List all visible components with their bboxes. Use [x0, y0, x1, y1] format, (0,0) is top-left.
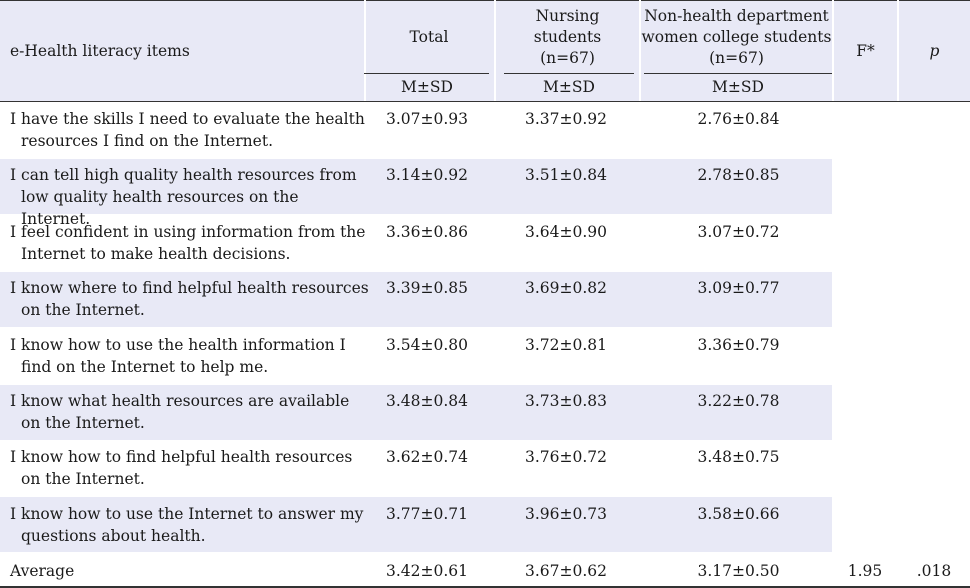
- column-separator: [364, 0, 366, 101]
- header-nursing-line: Nursing: [535, 7, 600, 25]
- column-separator: [494, 0, 496, 101]
- total-value: 3.54±0.80: [385, 336, 468, 354]
- header-background: [0, 0, 970, 101]
- total-value: 3.07±0.93: [385, 110, 468, 128]
- non-health-value: 3.58±0.66: [697, 505, 780, 523]
- header-nursing-line: students: [533, 28, 602, 46]
- subheader-msd-total: M±SD: [401, 78, 453, 96]
- total-value: 3.39±0.85: [385, 279, 468, 297]
- top-rule: [0, 0, 970, 1]
- total-value: 3.62±0.74: [385, 448, 468, 466]
- subheader-rule: [644, 73, 832, 74]
- header-non-health-line: women college students: [641, 28, 832, 46]
- table-row: I know how to use the Internet to answer…: [0, 497, 832, 552]
- item-text: I have the skills I need to evaluate the…: [10, 110, 365, 150]
- header-non-health: Non-health department women college stud…: [641, 6, 832, 69]
- total-value: 3.14±0.92: [385, 166, 468, 184]
- total-value: 3.77±0.71: [385, 505, 468, 523]
- header-non-health-line: Non-health department: [644, 7, 829, 25]
- average-total: 3.42±0.61: [385, 562, 468, 580]
- item-text: I know where to find helpful health reso…: [10, 279, 369, 319]
- item-text: I feel confident in using information fr…: [10, 223, 366, 263]
- subheader-rule: [364, 73, 489, 74]
- header-items: e-Health literacy items: [10, 42, 190, 60]
- header-nursing: Nursing students (n=67): [496, 6, 639, 69]
- header-total: Total: [409, 28, 449, 46]
- average-p: .018: [916, 562, 952, 580]
- nursing-value: 3.96±0.73: [524, 505, 607, 523]
- nursing-value: 3.72±0.81: [524, 336, 607, 354]
- table-row: I can tell high quality health resources…: [0, 159, 832, 228]
- column-separator: [639, 0, 641, 101]
- non-health-value: 3.48±0.75: [697, 448, 780, 466]
- subheader-msd-non-health: M±SD: [712, 78, 764, 96]
- average-label: Average: [10, 562, 75, 580]
- non-health-value: 3.22±0.78: [697, 392, 780, 410]
- total-value: 3.36±0.86: [385, 223, 468, 241]
- nursing-value: 3.51±0.84: [524, 166, 607, 184]
- item-text: I know how to find helpful health resour…: [10, 448, 353, 488]
- table-row: I have the skills I need to evaluate the…: [0, 104, 832, 159]
- item-text: I can tell high quality health resources…: [10, 166, 357, 228]
- average-f: 1.95: [847, 562, 883, 580]
- nursing-value: 3.73±0.83: [524, 392, 607, 410]
- item-text: I know how to use the Internet to answer…: [10, 505, 364, 545]
- header-nursing-line: (n=67): [540, 49, 595, 67]
- average-nursing: 3.67±0.62: [524, 562, 607, 580]
- item-text: I know what health resources are availab…: [10, 392, 350, 432]
- non-health-value: 2.76±0.84: [697, 110, 780, 128]
- non-health-value: 3.07±0.72: [697, 223, 780, 241]
- bottom-rule: [0, 586, 970, 588]
- non-health-value: 3.36±0.79: [697, 336, 780, 354]
- non-health-value: 3.09±0.77: [697, 279, 780, 297]
- table-row: I feel confident in using information fr…: [0, 216, 832, 271]
- total-value: 3.48±0.84: [385, 392, 468, 410]
- subheader-msd-nursing: M±SD: [543, 78, 595, 96]
- header-f: F*: [856, 42, 875, 60]
- table-row: I know how to find helpful health resour…: [0, 441, 832, 496]
- table-row: I know what health resources are availab…: [0, 385, 832, 440]
- item-text: I know how to use the health information…: [10, 336, 346, 376]
- table-row: I know where to find helpful health reso…: [0, 272, 832, 327]
- non-health-value: 2.78±0.85: [697, 166, 780, 184]
- nursing-value: 3.76±0.72: [524, 448, 607, 466]
- nursing-value: 3.64±0.90: [524, 223, 607, 241]
- subheader-rule: [504, 73, 634, 74]
- column-separator: [832, 0, 834, 101]
- nursing-value: 3.37±0.92: [524, 110, 607, 128]
- header-p: p: [929, 42, 940, 60]
- header-rule: [0, 101, 970, 102]
- header-non-health-line: (n=67): [709, 49, 764, 67]
- nursing-value: 3.69±0.82: [524, 279, 607, 297]
- table-row: I know how to use the health information…: [0, 329, 832, 384]
- average-non-health: 3.17±0.50: [697, 562, 780, 580]
- column-separator: [897, 0, 899, 101]
